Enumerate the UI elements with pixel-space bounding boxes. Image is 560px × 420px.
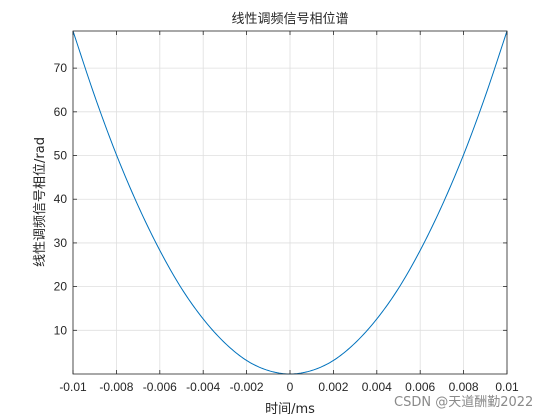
- x-tick-label: 0: [287, 380, 294, 394]
- y-tick-label: 70: [54, 61, 68, 75]
- x-tick-label: -0.01: [59, 380, 87, 394]
- x-tick-label: 0.01: [495, 380, 519, 394]
- x-tick-label: 0.006: [405, 380, 435, 394]
- axis-ticks: -0.01 -0.008 -0.006 -0.004 -0.002 0 0.002 0.004…: [54, 31, 519, 394]
- y-tick-label: 50: [54, 149, 68, 163]
- y-tick-label: 40: [54, 192, 68, 206]
- x-tick-label: 0.004: [362, 380, 392, 394]
- x-axis-label: 时间/ms: [265, 402, 315, 417]
- x-tick-label: -0.002: [230, 380, 264, 394]
- y-tick-label: 60: [54, 105, 68, 119]
- y-tick-label: 20: [54, 280, 68, 294]
- chart-title: 线性调频信号相位谱: [231, 12, 348, 27]
- watermark-text: CSDN @天道酬勤2022: [394, 395, 533, 410]
- y-tick-label: 10: [54, 323, 68, 337]
- grid: [72, 31, 508, 374]
- y-tick-label: 30: [54, 236, 68, 250]
- x-tick-label: -0.006: [143, 380, 177, 394]
- x-tick-label: 0.008: [449, 380, 479, 394]
- x-tick-label: -0.008: [99, 380, 133, 394]
- x-tick-label: 0.002: [318, 380, 348, 394]
- y-axis-label: 线性调频信号相位/rad: [33, 137, 48, 267]
- x-tick-label: -0.004: [186, 380, 220, 394]
